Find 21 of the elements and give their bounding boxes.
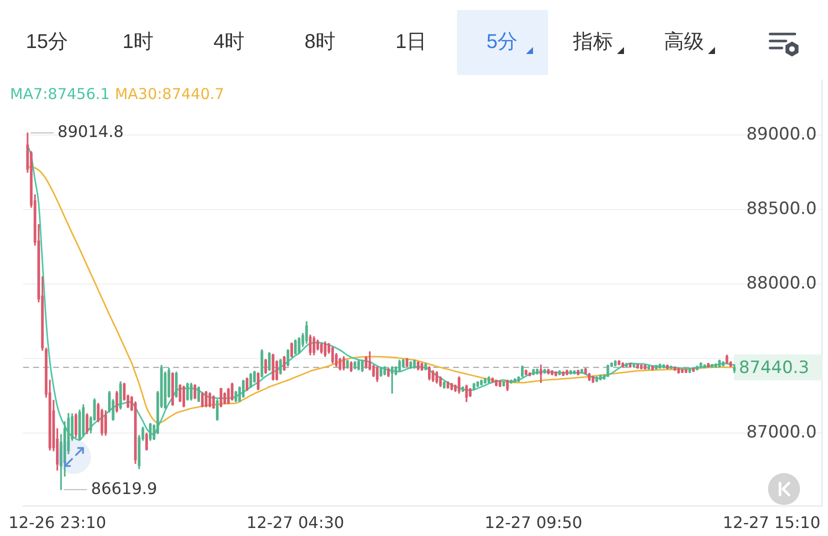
y-tick-label: 87000.0 xyxy=(746,422,817,442)
text: 1日 xyxy=(395,30,427,54)
x-tick-label: 12-27 15:10 xyxy=(722,512,820,532)
y-tick-label: 88000.0 xyxy=(746,273,817,294)
annotation: 89014.8 xyxy=(58,122,124,142)
text: 高级 xyxy=(664,30,704,54)
annotation: 86619.9 xyxy=(91,478,158,498)
x-tick-label: 12-27 09:50 xyxy=(484,512,582,532)
text: MA30:87440.7 xyxy=(114,84,224,103)
text: 8时 xyxy=(304,30,336,54)
text: MA7:87456.1 xyxy=(10,84,110,103)
text: 15分 xyxy=(26,30,68,54)
y-tick-label: 89000.0 xyxy=(746,124,817,145)
y-tick-label: 88500.0 xyxy=(746,199,817,220)
text: 5分 xyxy=(486,30,518,54)
ref-line-label: 87440.3 xyxy=(738,358,810,378)
text: 4时 xyxy=(213,30,245,54)
text: 指标 xyxy=(573,30,613,54)
text: 1时 xyxy=(122,30,154,54)
x-tick-label: 12-26 23:10 xyxy=(8,512,106,532)
x-tick-label: 12-27 04:30 xyxy=(246,512,344,532)
